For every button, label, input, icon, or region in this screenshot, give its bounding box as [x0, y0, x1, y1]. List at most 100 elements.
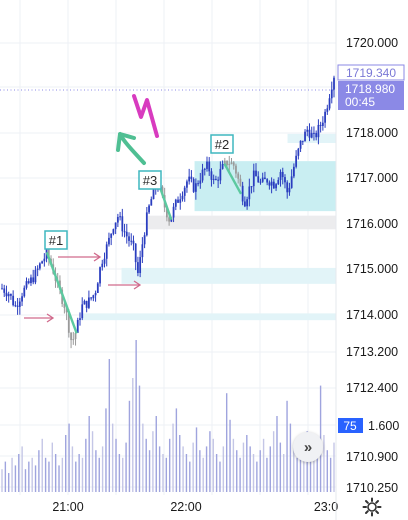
candle-body — [186, 181, 188, 188]
price-tick-label: 1713.200 — [346, 345, 398, 359]
candle-body — [41, 261, 44, 264]
volume-bar — [81, 457, 84, 492]
volume-bar — [88, 416, 90, 492]
volume-bar — [158, 446, 161, 492]
drawings — [116, 94, 159, 165]
candle-body — [201, 169, 204, 181]
annotation-box — [44, 230, 68, 250]
candle-body — [248, 186, 251, 200]
volume-bar — [105, 408, 107, 492]
volume-bar — [162, 454, 164, 492]
time-tick-label: 22:00 — [170, 500, 201, 514]
candle-body — [141, 244, 144, 258]
volume-bar — [85, 438, 87, 492]
volume-bar — [329, 457, 332, 492]
volume-bar — [279, 442, 282, 492]
volume-bar — [299, 438, 302, 492]
scroll-to-realtime-button[interactable]: » — [293, 432, 323, 462]
candle-body — [210, 171, 213, 180]
volume-bar — [249, 446, 251, 492]
volume-bar — [54, 454, 57, 492]
annotation-box — [138, 170, 162, 190]
candle-body — [150, 199, 153, 206]
candle-body — [192, 179, 195, 192]
volume-bar — [182, 446, 184, 492]
candle-body — [257, 176, 260, 183]
double-chevron-right-icon: » — [303, 438, 313, 456]
candle-body — [18, 301, 21, 307]
candle-body — [67, 312, 70, 333]
candle-body — [103, 258, 106, 264]
volume-bar — [148, 450, 151, 492]
volume-bar — [21, 446, 23, 492]
candle-body — [315, 132, 318, 138]
candle-body — [270, 181, 273, 186]
candle-body — [70, 332, 72, 341]
candle-body — [212, 178, 215, 180]
volume-bar — [269, 446, 271, 492]
volume-bar — [98, 457, 100, 492]
volume-bar — [215, 454, 218, 492]
candle-body — [87, 297, 90, 308]
gear-icon[interactable] — [362, 497, 382, 517]
candle-body — [101, 263, 104, 268]
volume-bar — [4, 461, 7, 492]
candle-body — [79, 318, 81, 320]
annotation-label: #2 — [215, 137, 229, 152]
volume-bar — [199, 450, 201, 492]
volume-bar — [289, 423, 292, 492]
candle-body — [128, 236, 130, 241]
candle-body — [206, 161, 208, 169]
volume-bar — [108, 359, 111, 492]
candle-body — [168, 217, 171, 222]
volume-bar — [95, 450, 97, 492]
candle-body — [130, 240, 133, 242]
volume-bar — [236, 450, 238, 492]
volume-bar — [205, 446, 208, 492]
candle-body — [223, 160, 226, 165]
candle-body — [194, 183, 197, 192]
price-tick-label: 1717.000 — [346, 171, 398, 185]
candle-body — [12, 295, 15, 306]
volume-bar — [246, 435, 248, 492]
volume-bar — [101, 446, 104, 492]
price-tick-label: 1718.000 — [346, 126, 398, 140]
volume-bar — [115, 438, 117, 492]
volume-bar — [135, 340, 137, 492]
candle-body — [92, 295, 95, 299]
volume-bar — [58, 465, 60, 492]
price-tick-label: 1720.000 — [346, 36, 398, 50]
volume-bar — [272, 431, 275, 492]
volume-bar — [11, 457, 13, 492]
candle-body — [65, 307, 68, 313]
candle-body — [228, 163, 231, 166]
volume-bar — [242, 442, 245, 492]
volume-tag: 75 1.600 — [338, 418, 399, 433]
volume-bar — [239, 457, 241, 492]
volume-bar — [28, 461, 30, 492]
volume-bar — [282, 454, 285, 492]
price-zone — [287, 133, 336, 143]
candle-body — [10, 294, 12, 296]
candle-body — [165, 207, 168, 218]
volume-bar — [256, 461, 258, 492]
volume-bar — [219, 461, 221, 492]
candle-body — [123, 231, 126, 233]
volume-bar — [179, 435, 181, 492]
volume-bar — [212, 438, 214, 492]
volume-bar — [128, 400, 131, 492]
annotation-box — [210, 134, 234, 154]
volume-bar — [122, 457, 124, 492]
volume-bar — [41, 438, 43, 492]
candle-body — [275, 184, 277, 189]
candle-body — [174, 199, 177, 207]
candle-body — [38, 263, 41, 269]
candle-body — [313, 132, 315, 134]
candle-body — [43, 258, 46, 262]
candle-body — [208, 161, 211, 172]
candle-body — [324, 111, 326, 123]
volume-bar — [125, 442, 127, 492]
volume-bar — [222, 446, 225, 492]
candle-body — [264, 177, 266, 180]
